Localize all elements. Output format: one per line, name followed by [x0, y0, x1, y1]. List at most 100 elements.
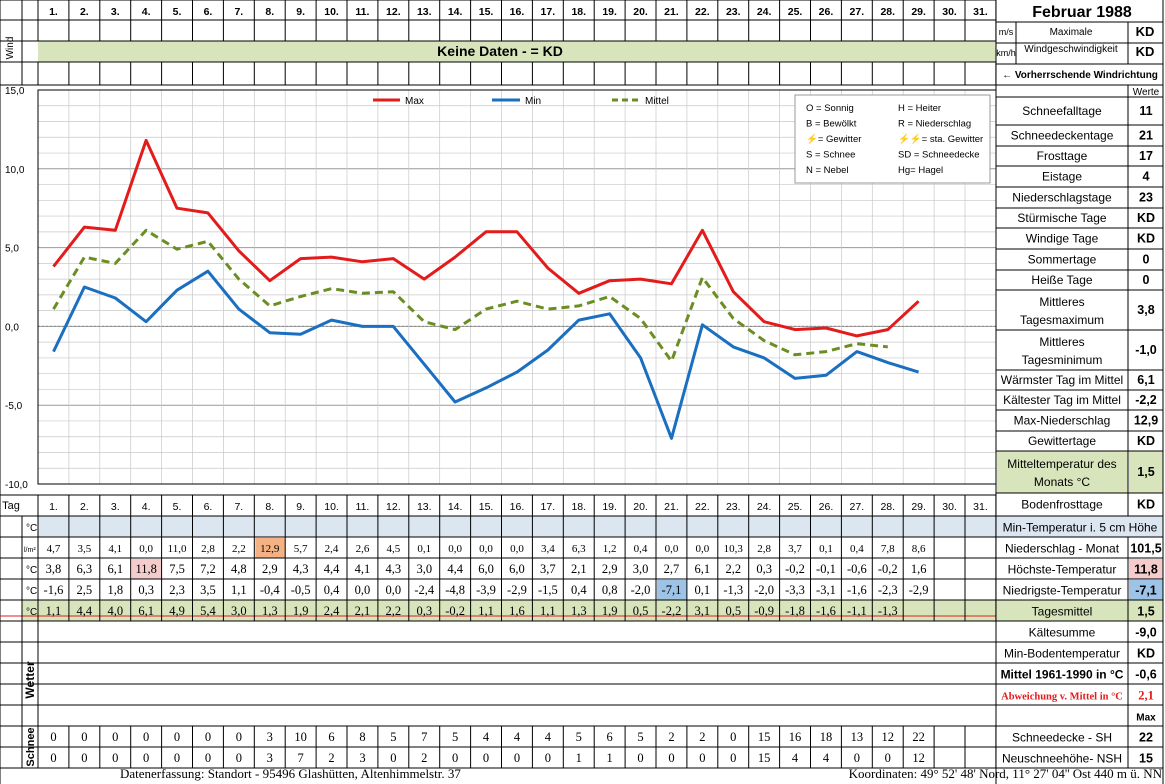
mint-row-bg	[996, 516, 1163, 537]
day-header: 1.	[49, 6, 58, 18]
snow-nsh-value: 12	[912, 751, 925, 765]
right-table-label: Niedrigste-Temperatur	[1003, 584, 1122, 598]
stat-label: Wärmster Tag im Mittel	[1001, 373, 1123, 387]
snow-sh-value: 10	[294, 730, 307, 744]
y-tick-label: 0,0	[5, 322, 19, 333]
snow-sh-value: 7	[421, 730, 427, 744]
day-header: 27.	[850, 6, 865, 18]
max-temp-value: 11,8	[135, 562, 156, 576]
max-temp-value: 6,3	[77, 562, 93, 576]
max-temp-value: 4,8	[231, 562, 247, 576]
snow-nsh-value: 0	[730, 751, 736, 765]
chart-series	[52, 138, 920, 440]
right-table-value: KD	[1137, 647, 1155, 661]
series-max-line	[52, 138, 920, 338]
day-header: 18.	[571, 501, 586, 513]
max-temp-value: 4,1	[355, 562, 371, 576]
max-temp-value: 0,3	[756, 562, 772, 576]
min-temp-value: -2,0	[754, 583, 774, 597]
mint-row-bg	[38, 516, 996, 537]
snow-section-label: Schnee	[25, 727, 37, 766]
snow-sh-value: 22	[912, 730, 925, 744]
unit-label: °C	[26, 607, 37, 618]
precip-value: 2,6	[356, 543, 370, 555]
snow-nsh-value: 0	[50, 751, 56, 765]
weather-code-entry: H = Heiter	[898, 103, 941, 114]
day-header: 6.	[204, 6, 213, 18]
snow-nsh-value: 0	[699, 751, 705, 765]
mean-temp-value: 1,1	[46, 604, 62, 618]
day-header: 14.	[448, 501, 463, 513]
precip-value: 0,0	[510, 543, 524, 555]
min-temp-value: 0,0	[355, 583, 371, 597]
precip-value: 6,3	[572, 543, 586, 555]
snow-nsh-value: 0	[143, 751, 149, 765]
snow-nsh-value: 3	[359, 751, 365, 765]
max-temp-highlight	[131, 559, 162, 579]
day-header: 26.	[819, 501, 834, 513]
min-temp-value: -2,9	[507, 583, 527, 597]
stat-value: KD	[1137, 434, 1155, 448]
day-header: 4.	[142, 501, 151, 513]
stat-value: 6,1	[1137, 373, 1154, 387]
max-temp-value: 6,1	[107, 562, 123, 576]
right-table-value: -9,0	[1135, 626, 1157, 640]
weather-codes-box	[794, 94, 991, 184]
mean-temp-value: 1,6	[509, 604, 525, 618]
y-tick-label: 15,0	[5, 86, 25, 97]
min-temp-value: -7,1	[662, 583, 682, 597]
min-temp-value: -0,5	[291, 583, 311, 597]
precip-value: 0,0	[448, 543, 462, 555]
wind-label: Wind	[5, 37, 16, 60]
snow-nsh-value: 0	[205, 751, 211, 765]
mean-temp-value: 4,4	[77, 604, 93, 618]
max-temp-value: 4,4	[447, 562, 463, 576]
stat-label: Kältester Tag im Mittel	[1003, 393, 1121, 407]
day-header: 19.	[602, 501, 617, 513]
min-temp-value: 3,5	[200, 583, 216, 597]
right-table-value: 2,1	[1138, 689, 1154, 703]
snow-nsh-value: 0	[390, 751, 396, 765]
min-temp-value: -3,9	[476, 583, 496, 597]
day-header: 17.	[541, 501, 556, 513]
snow-sh-value: 13	[851, 730, 864, 744]
mean-temp-value: 2,4	[324, 604, 340, 618]
max-wind-label-2: Windgeschwindigkeit	[1024, 44, 1118, 55]
snow-nsh-value: 0	[452, 751, 458, 765]
day-header: 31.	[973, 6, 988, 18]
mean-temp-value: 4,9	[169, 604, 185, 618]
precip-value: 0,4	[850, 543, 864, 555]
max-temp-value: 2,9	[602, 562, 618, 576]
snow-sh-value: 5	[637, 730, 643, 744]
wind-direction-label: ← Vorherrschende Windrichtung	[1002, 70, 1158, 81]
unit-label: °C	[26, 586, 37, 597]
precip-value: 4,7	[47, 543, 61, 555]
stat-value: 1,5	[1137, 465, 1154, 479]
snow-sh-value: 6	[607, 730, 613, 744]
precip-value: 7,8	[881, 543, 895, 555]
precip-value: 2,4	[325, 543, 339, 555]
max-temp-value: -0,2	[785, 562, 805, 576]
snow-nsh-value: 0	[854, 751, 860, 765]
snow-sh-value: 4	[483, 730, 490, 744]
stat-label: Mittleres	[1039, 295, 1084, 309]
day-header: 11.	[355, 6, 369, 18]
right-table-value: -0,6	[1135, 668, 1157, 682]
right-table-label: Neuschneehöhe- NSH	[1002, 752, 1122, 766]
snow-nsh-value: 0	[112, 751, 118, 765]
day-header: 1.	[49, 501, 58, 513]
precip-value: 0,1	[819, 543, 833, 555]
day-header: 20.	[633, 501, 648, 513]
chart-frame	[37, 89, 997, 485]
min-temp-value: 0,1	[695, 583, 711, 597]
weather-section-label: Wetter	[23, 661, 37, 698]
day-header: 12.	[386, 6, 401, 18]
right-table-label: Höchste-Temperatur	[1008, 563, 1117, 577]
mean-temp-value: 5,4	[200, 604, 216, 618]
precip-value: 0,4	[634, 543, 648, 555]
snow-nsh-value: 4	[792, 751, 799, 765]
max-temp-value: 2,2	[725, 562, 741, 576]
max-precip-highlight	[255, 538, 286, 558]
snow-nsh-value: 0	[545, 751, 551, 765]
